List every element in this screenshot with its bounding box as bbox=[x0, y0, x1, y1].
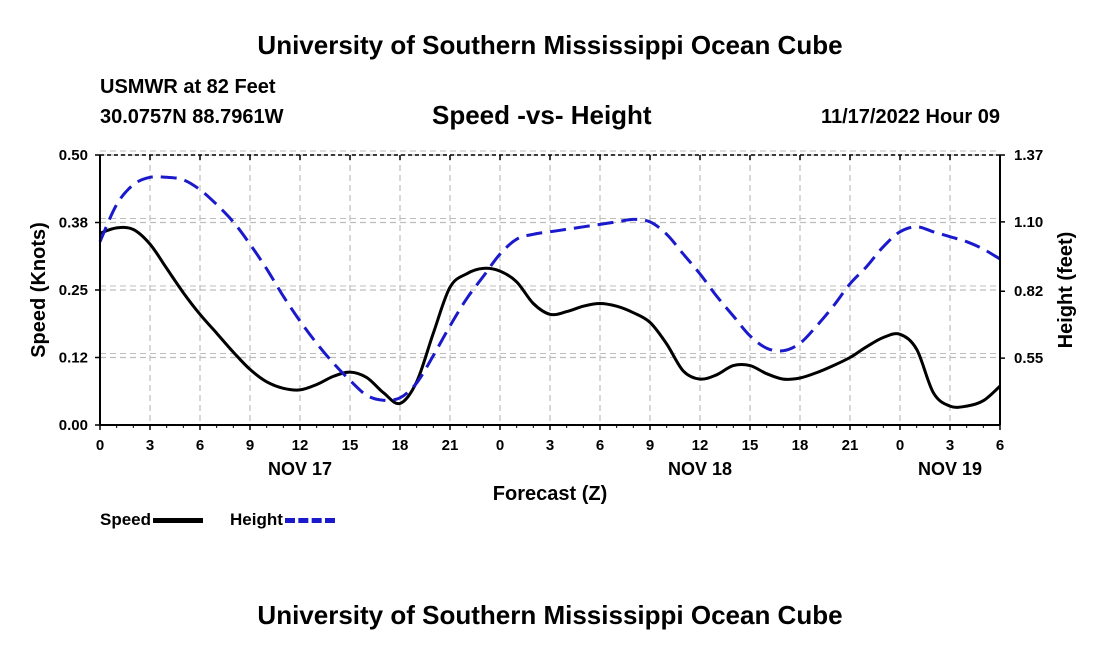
x-tick-label: 18 bbox=[792, 437, 809, 454]
axis-labels: 0 3 6 9 12 15 18 21 0 3 6 9 12 15 18 21 0 3 6 0.00 0.12 0.25 0… bbox=[28, 147, 1077, 505]
x-axis-title: Forecast (Z) bbox=[493, 483, 607, 505]
station-coordinates: 30.0757N 88.7961W bbox=[100, 106, 284, 128]
x-tick-label: 12 bbox=[292, 437, 309, 454]
page-title: University of Southern Mississippi Ocean… bbox=[257, 30, 843, 60]
station-label: USMWR at 82 Feet bbox=[100, 76, 276, 98]
x-tick-label: 21 bbox=[442, 437, 459, 454]
speed-height-chart: 0 3 6 9 12 15 18 21 0 3 6 9 12 15 18 21 0 3 6 0.00 0.12 0.25 0… bbox=[28, 147, 1077, 505]
legend-height-label: Height bbox=[230, 510, 283, 529]
footer-title: University of Southern Mississippi Ocean… bbox=[257, 600, 843, 630]
legend-speed-label: Speed bbox=[100, 510, 152, 529]
y2-tick-label: 0.82 bbox=[1014, 283, 1043, 300]
date-label: NOV 18 bbox=[668, 459, 732, 479]
x-tick-label: 9 bbox=[246, 437, 254, 454]
x-tick-label: 0 bbox=[896, 437, 904, 454]
x-tick-label: 6 bbox=[196, 437, 204, 454]
grid bbox=[100, 150, 1000, 425]
y2-tick-label: 0.55 bbox=[1014, 350, 1043, 367]
date-label: NOV 17 bbox=[268, 459, 332, 479]
x-tick-label: 6 bbox=[596, 437, 604, 454]
y2-tick-label: 1.37 bbox=[1014, 147, 1043, 164]
x-tick-label: 0 bbox=[96, 437, 104, 454]
y-tick-label: 0.00 bbox=[59, 417, 88, 434]
legend-height-swatch bbox=[284, 517, 335, 523]
x-tick-label: 12 bbox=[692, 437, 709, 454]
forecast-datetime: 11/17/2022 Hour 09 bbox=[820, 106, 1000, 128]
x-tick-label: 3 bbox=[946, 437, 954, 454]
x-tick-label: 0 bbox=[496, 437, 504, 454]
x-tick-label: 15 bbox=[342, 437, 359, 454]
x-tick-label: 6 bbox=[996, 437, 1004, 454]
y-tick-label: 0.25 bbox=[59, 282, 88, 299]
x-tick-label: 9 bbox=[646, 437, 654, 454]
y-tick-label: 0.50 bbox=[59, 147, 88, 164]
x-tick-label: 3 bbox=[146, 437, 154, 454]
y-tick-label: 0.38 bbox=[59, 215, 88, 232]
series-line-height bbox=[98, 175, 1001, 402]
y2-axis-title: Height (feet) bbox=[1055, 232, 1077, 349]
x-tick-label: 3 bbox=[546, 437, 554, 454]
series-layer bbox=[98, 175, 1002, 409]
chart-title: Speed -vs- Height bbox=[432, 100, 652, 130]
series-line-speed bbox=[99, 225, 1002, 409]
date-label: NOV 19 bbox=[918, 459, 982, 479]
y2-tick-label: 1.10 bbox=[1014, 214, 1043, 231]
legend-speed-swatch bbox=[153, 517, 204, 523]
y-tick-label: 0.12 bbox=[59, 350, 88, 367]
axes bbox=[95, 154, 1005, 430]
legend-item-height: Height bbox=[230, 510, 335, 530]
x-tick-label: 15 bbox=[742, 437, 759, 454]
legend-item-speed: Speed bbox=[100, 510, 204, 530]
x-tick-label: 18 bbox=[392, 437, 409, 454]
x-tick-label: 21 bbox=[842, 437, 859, 454]
y-axis-title: Speed (Knots) bbox=[28, 222, 50, 358]
